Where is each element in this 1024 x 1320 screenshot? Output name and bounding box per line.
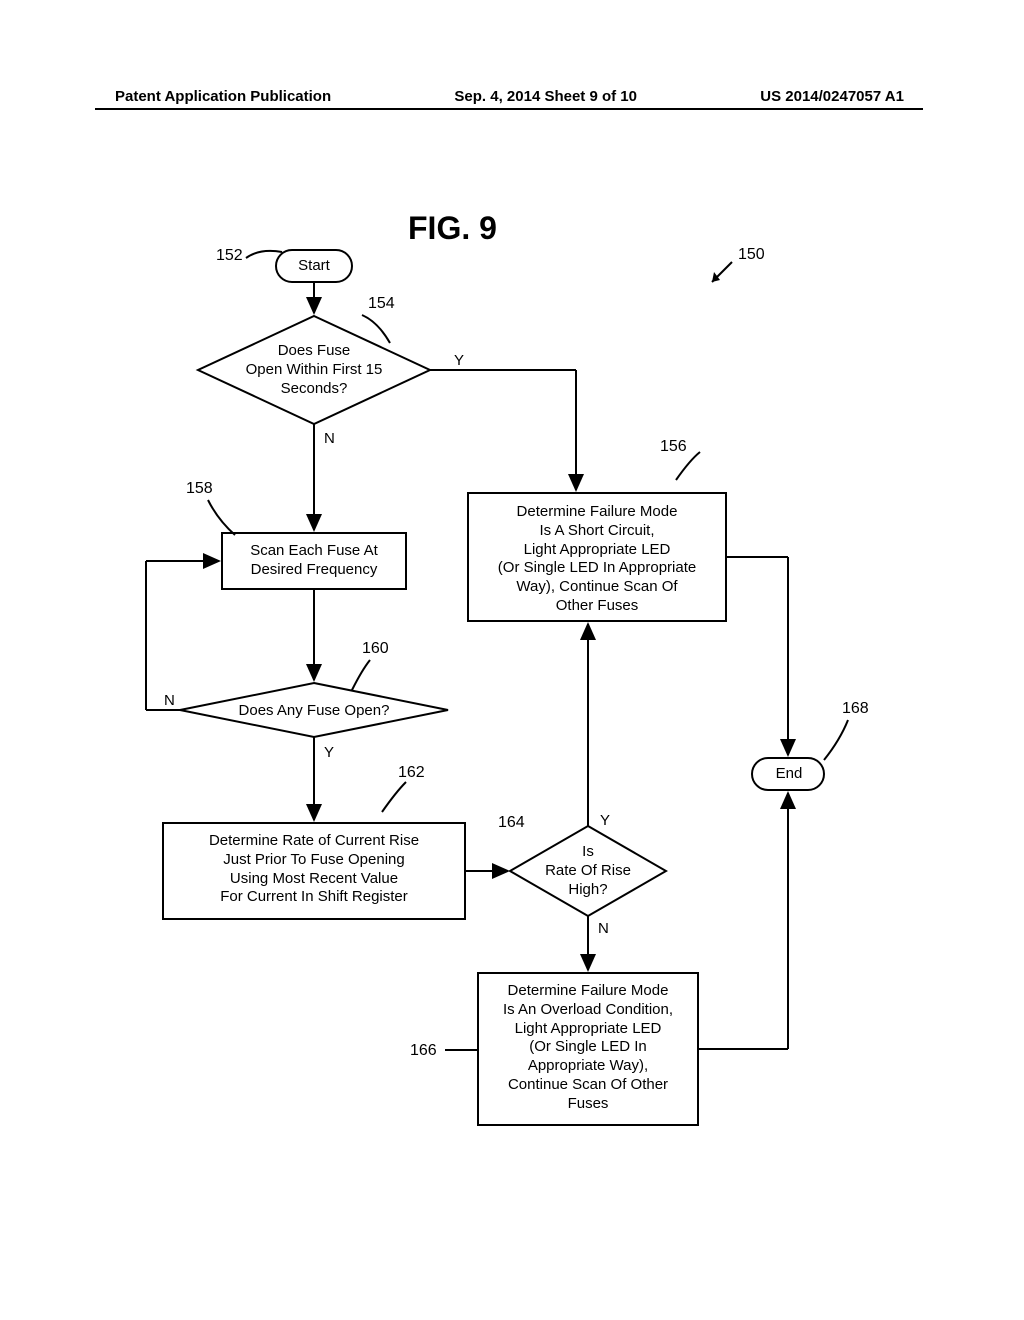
ref-154: 154 — [368, 295, 395, 313]
flowchart-svg — [0, 0, 1024, 1320]
process-166: Determine Failure Mode Is An Overload Co… — [484, 982, 692, 1113]
label-n-160: N — [164, 692, 175, 709]
label-n-154: N — [324, 430, 335, 447]
ref-158: 158 — [186, 480, 213, 498]
ref-150: 150 — [738, 246, 765, 264]
label-n-164: N — [598, 920, 609, 937]
ref-166: 166 — [410, 1042, 437, 1060]
decision-160: Does Any Fuse Open? — [218, 702, 410, 721]
label-y-160: Y — [324, 744, 334, 761]
label-y-154: Y — [454, 352, 464, 369]
ref-164: 164 — [498, 814, 525, 832]
ref-162: 162 — [398, 764, 425, 782]
ref-160: 160 — [362, 640, 389, 658]
process-162: Determine Rate of Current Rise Just Prio… — [170, 832, 458, 907]
ref-152: 152 — [216, 247, 243, 265]
ref-156: 156 — [660, 438, 687, 456]
end-node: End — [758, 765, 820, 784]
process-156: Determine Failure Mode Is A Short Circui… — [474, 503, 720, 616]
decision-154: Does Fuse Open Within First 15 Seconds? — [218, 342, 410, 398]
process-158: Scan Each Fuse At Desired Frequency — [226, 542, 402, 580]
decision-164: Is Rate Of Rise High? — [526, 843, 650, 899]
start-node: Start — [276, 257, 352, 276]
ref-168: 168 — [842, 700, 869, 718]
label-y-164: Y — [600, 812, 610, 829]
